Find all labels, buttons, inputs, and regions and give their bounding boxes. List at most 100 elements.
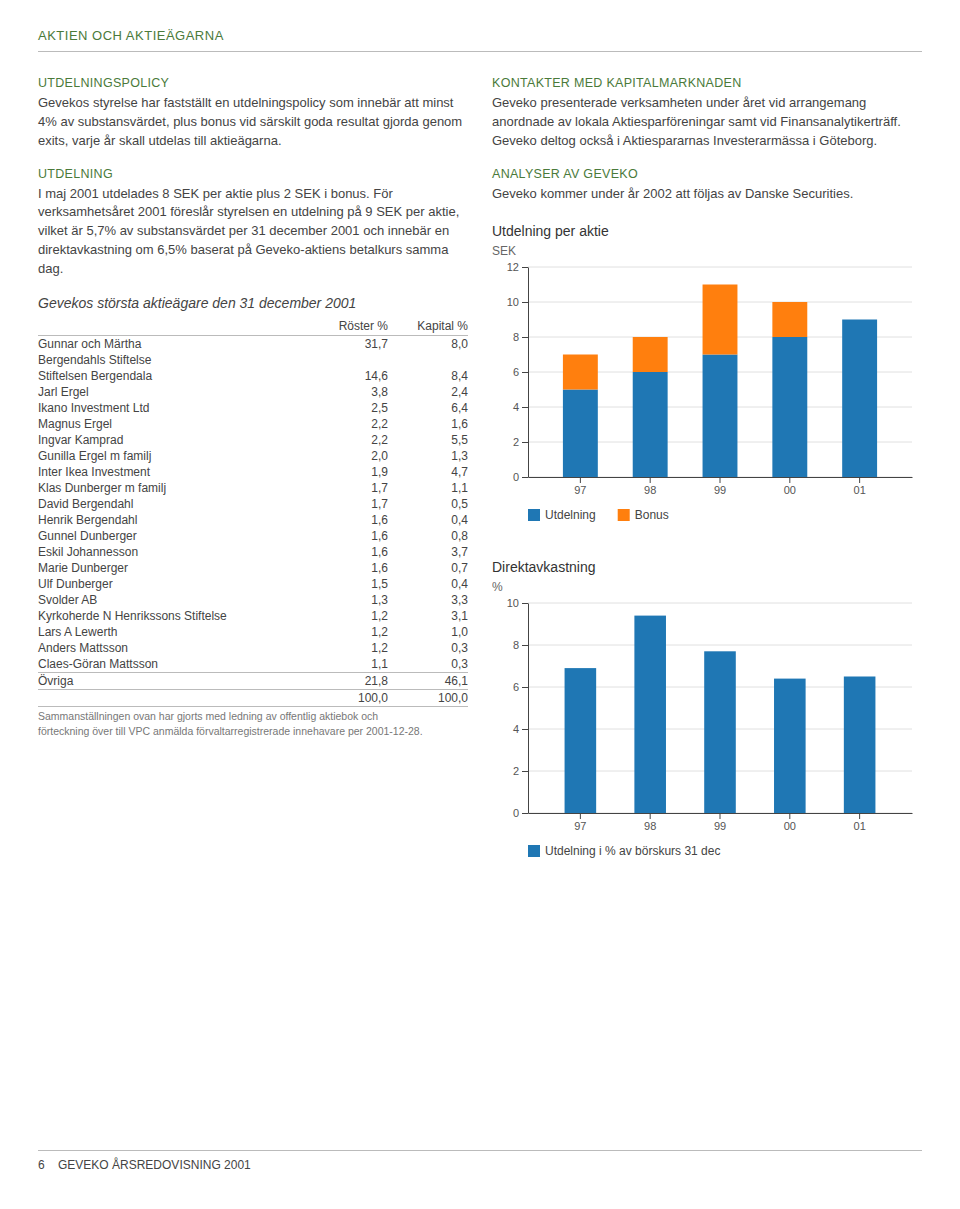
table-cell: 2,5 xyxy=(308,400,388,416)
table-cell xyxy=(388,352,468,368)
table-cell: 2,2 xyxy=(308,416,388,432)
legend-item: Utdelning i % av börskurs 31 dec xyxy=(528,844,720,858)
table-cell: 1,9 xyxy=(308,464,388,480)
table-cell: 0,8 xyxy=(388,528,468,544)
table-cell: 1,3 xyxy=(308,592,388,608)
plot: 02468109798990001 xyxy=(507,597,913,832)
x-axis: 9798990001 xyxy=(529,477,913,496)
table-cell: Ikano Investment Ltd xyxy=(38,400,308,416)
table-cell: 1,2 xyxy=(308,624,388,640)
legend-item: Bonus xyxy=(618,508,669,522)
table-cell: Gunilla Ergel m familj xyxy=(38,448,308,464)
table-row: Ulf Dunberger1,50,4 xyxy=(38,576,468,592)
x-tick: 98 xyxy=(644,477,656,496)
legend-swatch xyxy=(528,845,540,857)
tick-label: 01 xyxy=(854,820,866,832)
chart-svg: Utdelning per aktieSEK024681012979899000… xyxy=(492,221,922,535)
bar xyxy=(634,616,666,813)
axis-line xyxy=(528,268,529,478)
table-cell: 2,2 xyxy=(308,432,388,448)
table-cell: 8,0 xyxy=(388,335,468,352)
table-cell: 1,6 xyxy=(308,560,388,576)
x-axis: 9798990001 xyxy=(529,813,913,832)
tick-label: 10 xyxy=(507,296,519,308)
y-tick: 0 xyxy=(513,471,528,483)
y-axis-title: % xyxy=(492,580,503,594)
table-cell: 1,2 xyxy=(308,608,388,624)
legend: UtdelningBonus xyxy=(528,508,669,522)
legend-label: Utdelning i % av börskurs 31 dec xyxy=(545,844,720,858)
table-row: Klas Dunberger m familj1,71,1 xyxy=(38,480,468,496)
table-row: Gunnar och Märtha31,78,0 xyxy=(38,335,468,352)
legend-swatch xyxy=(618,509,630,521)
table-cell: 2,0 xyxy=(308,448,388,464)
table-cell: 3,1 xyxy=(388,608,468,624)
chart-svg: Direktavkastning%02468109798990001Utdeln… xyxy=(492,557,922,871)
table-cell: 100,0 xyxy=(308,689,388,706)
section-heading: UTDELNINGSPOLICY xyxy=(38,76,468,90)
table-cell: Marie Dunberger xyxy=(38,560,308,576)
table-cell: 1,0 xyxy=(388,624,468,640)
tick-label: 8 xyxy=(513,639,519,651)
table-cell: 1,6 xyxy=(308,544,388,560)
table-cell: 0,4 xyxy=(388,576,468,592)
table-cell: Anders Mattsson xyxy=(38,640,308,656)
table-cell: Magnus Ergel xyxy=(38,416,308,432)
tick-label: 97 xyxy=(574,820,586,832)
bar xyxy=(563,355,598,390)
table-cell: 0,7 xyxy=(388,560,468,576)
tick-label: 6 xyxy=(513,681,519,693)
tick-label: 00 xyxy=(784,484,796,496)
section-heading: UTDELNING xyxy=(38,167,468,181)
legend-swatch xyxy=(528,509,540,521)
grid-line xyxy=(528,267,912,268)
table-cell: Claes-Göran Mattsson xyxy=(38,656,308,673)
table-cell: 1,2 xyxy=(308,640,388,656)
y-tick: 6 xyxy=(513,366,528,378)
y-tick: 4 xyxy=(513,723,528,735)
tick-label: 98 xyxy=(644,484,656,496)
table-cell: 1,7 xyxy=(308,480,388,496)
tick-mark xyxy=(522,337,528,338)
tick-label: 0 xyxy=(513,471,519,483)
x-tick: 97 xyxy=(574,813,586,832)
table-row: Ingvar Kamprad2,25,5 xyxy=(38,432,468,448)
table-cell: Klas Dunberger m familj xyxy=(38,480,308,496)
table-cell: 5,5 xyxy=(388,432,468,448)
table-cell: 3,8 xyxy=(308,384,388,400)
section-body: Geveko presenterade verksamheten under å… xyxy=(492,94,922,151)
tick-label: 4 xyxy=(513,723,519,735)
tick-mark xyxy=(522,729,528,730)
table-cell: 1,3 xyxy=(388,448,468,464)
table-cell xyxy=(308,352,388,368)
table-cell: 1,7 xyxy=(308,496,388,512)
grid-line xyxy=(528,603,912,604)
tick-mark xyxy=(522,603,528,604)
header-rule xyxy=(38,51,922,52)
table-cell: Gunnar och Märtha xyxy=(38,335,308,352)
table-cell: 21,8 xyxy=(308,672,388,689)
tick-label: 12 xyxy=(507,261,519,273)
tick-mark xyxy=(650,813,651,819)
tick-label: 2 xyxy=(513,765,519,777)
table-header-cell xyxy=(38,317,308,336)
table-row: 100,0100,0 xyxy=(38,689,468,706)
table-cell: 3,7 xyxy=(388,544,468,560)
legend: Utdelning i % av börskurs 31 dec xyxy=(528,844,720,858)
table-cell: 3,3 xyxy=(388,592,468,608)
table-cell: Eskil Johannesson xyxy=(38,544,308,560)
y-axis: 0246810 xyxy=(507,597,529,819)
y-tick: 12 xyxy=(507,261,528,273)
section-heading: ANALYSER AV GEVEKO xyxy=(492,167,922,181)
legend-label: Bonus xyxy=(635,508,669,522)
y-tick: 0 xyxy=(513,807,528,819)
tick-label: 01 xyxy=(854,484,866,496)
tick-label: 98 xyxy=(644,820,656,832)
y-axis: 024681012 xyxy=(507,261,529,483)
y-tick: 10 xyxy=(507,296,528,308)
bar-series xyxy=(565,616,876,813)
table-row: Inter Ikea Investment1,94,7 xyxy=(38,464,468,480)
x-tick: 00 xyxy=(784,813,796,832)
tick-mark xyxy=(720,477,721,483)
section-heading: KONTAKTER MED KAPITALMARKNADEN xyxy=(492,76,922,90)
